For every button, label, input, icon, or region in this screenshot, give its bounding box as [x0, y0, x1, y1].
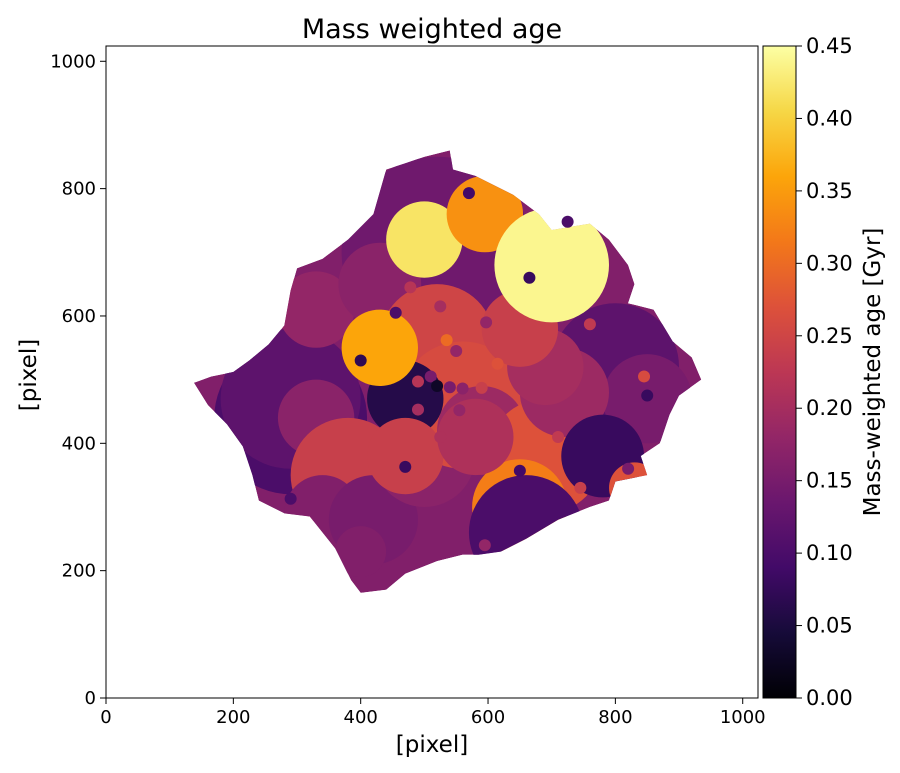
y-tick-label: 1000 — [50, 51, 96, 72]
age-point — [284, 492, 297, 505]
age-region — [437, 398, 514, 476]
y-axis-ticks: 0 200 400 600 800 1000 — [50, 51, 106, 709]
x-tick-label: 200 — [216, 707, 250, 728]
age-point — [480, 316, 493, 329]
age-point — [434, 300, 447, 313]
colorbar-tick-label: 0.05 — [806, 614, 853, 638]
age-point — [523, 271, 536, 284]
age-point — [453, 404, 466, 417]
y-tick-label: 600 — [62, 306, 96, 327]
colorbar-tick-label: 0.35 — [806, 179, 853, 203]
age-region — [277, 271, 355, 348]
y-tick-label: 400 — [62, 433, 96, 454]
age-point — [440, 334, 453, 347]
age-point — [475, 381, 488, 394]
x-axis-ticks: 0 200 400 600 800 1000 — [100, 698, 766, 728]
colorbar-tick-label: 0.00 — [806, 686, 853, 710]
age-point — [389, 306, 402, 319]
colorbar-tick-label: 0.15 — [806, 469, 853, 493]
colorbar-tick-label: 0.25 — [806, 324, 853, 348]
age-point — [431, 380, 444, 393]
age-region — [367, 417, 444, 495]
age-point — [411, 375, 424, 388]
y-tick-label: 0 — [85, 688, 96, 709]
age-point — [443, 381, 456, 394]
age-point — [399, 460, 412, 473]
colorbar-tick-label: 0.45 — [806, 34, 853, 58]
x-tick-label: 400 — [344, 707, 378, 728]
age-point — [638, 370, 651, 383]
colorbar-label: Mass-weighted age [Gyr] — [860, 228, 886, 517]
x-tick-label: 800 — [598, 707, 632, 728]
age-region — [386, 201, 463, 278]
galaxy-map — [193, 150, 702, 593]
colorbar-tick-label: 0.10 — [806, 541, 853, 565]
y-axis-label: [pixel] — [16, 339, 42, 411]
age-point — [424, 370, 437, 383]
x-tick-label: 600 — [471, 707, 505, 728]
chart-title: Mass weighted age — [302, 14, 562, 45]
age-point — [622, 462, 635, 475]
age-point — [491, 357, 504, 370]
age-point — [641, 389, 654, 402]
age-point — [456, 382, 469, 395]
age-point — [574, 481, 587, 494]
colorbar-tick-label: 0.30 — [806, 251, 853, 275]
age-point — [552, 430, 565, 443]
colorbar-tick-label: 0.20 — [806, 396, 853, 420]
y-tick-label: 200 — [62, 561, 96, 582]
age-point — [561, 215, 574, 228]
age-point — [462, 187, 475, 200]
colorbar — [762, 45, 797, 699]
age-point — [404, 281, 417, 294]
age-point — [434, 430, 447, 443]
colorbar-tick-label: 0.40 — [806, 106, 853, 130]
age-region — [494, 207, 610, 323]
colorbar-ticks: 0.00 0.05 0.10 0.15 0.20 0.25 0.30 0.35 0.40 0.45 — [796, 34, 853, 710]
age-region — [335, 526, 387, 578]
x-tick-label: 1000 — [720, 707, 766, 728]
age-region — [341, 309, 418, 387]
age-point — [354, 354, 367, 367]
x-axis-label: [pixel] — [396, 732, 468, 758]
age-point — [478, 539, 491, 552]
age-point — [513, 464, 526, 477]
y-tick-label: 800 — [62, 179, 96, 200]
age-point — [450, 344, 463, 357]
x-tick-label: 0 — [100, 707, 111, 728]
age-point — [411, 403, 424, 416]
age-point — [583, 318, 596, 331]
